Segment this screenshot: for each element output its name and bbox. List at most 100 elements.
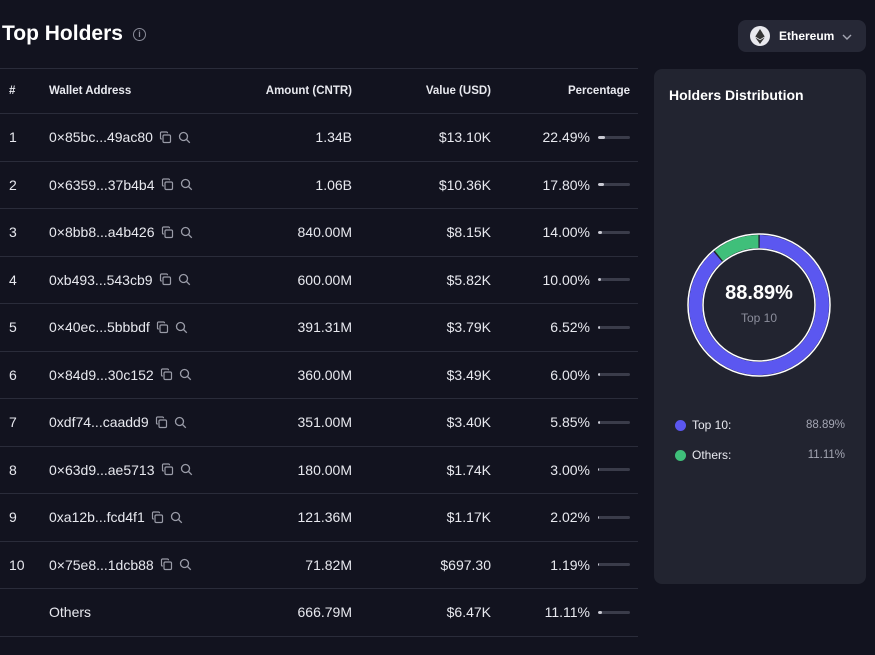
percentage-bar bbox=[598, 373, 630, 377]
address-cell: 0×75e8...1dcb88 bbox=[49, 541, 235, 589]
percentage-text: 1.19% bbox=[550, 556, 590, 573]
percentage-cell: 2.02% bbox=[491, 493, 638, 542]
address-cell: 0×8bb8...a4b426 bbox=[49, 208, 235, 257]
donut-segment-top10 bbox=[689, 235, 829, 375]
rank-cell: 4 bbox=[0, 256, 49, 304]
copy-icon[interactable] bbox=[155, 416, 168, 429]
donut-center: 88.89% Top 10 bbox=[682, 228, 836, 382]
copy-icon[interactable] bbox=[159, 131, 172, 144]
percentage-bar bbox=[598, 420, 630, 424]
donut-inner-ring bbox=[702, 248, 816, 362]
wallet-address[interactable]: 0xb493...543cb9 bbox=[49, 271, 153, 288]
percentage-text: 11.11% bbox=[544, 604, 590, 621]
address-cell: 0xa12b...fcd4f1 bbox=[49, 493, 235, 542]
copy-icon[interactable] bbox=[161, 463, 174, 476]
legend-item-others: Others: 11.11% bbox=[675, 448, 845, 462]
chain-selector-dropdown[interactable]: Ethereum bbox=[738, 20, 866, 52]
table-row: 3 0×8bb8...a4b426 840.00M $8.15K 14.00% bbox=[0, 208, 638, 257]
wallet-address[interactable]: 0×75e8...1dcb88 bbox=[49, 556, 154, 573]
page-title: Top Holders i bbox=[2, 22, 146, 46]
percentage-bar bbox=[598, 183, 630, 187]
donut-outer-ring bbox=[687, 233, 831, 377]
wallet-address: Others bbox=[49, 604, 92, 621]
search-icon[interactable] bbox=[174, 416, 187, 429]
table-row: 10 0×75e8...1dcb88 71.82M $697.30 1.19% bbox=[0, 541, 638, 589]
address-cell: 0×40ec...5bbbdf bbox=[49, 303, 235, 352]
rank-cell: 1 bbox=[0, 113, 49, 162]
amount-cell: 180.00M bbox=[235, 446, 352, 494]
table-row: 6 0×84d9...30c152 360.00M $3.49K 6.00% bbox=[0, 351, 638, 399]
wallet-address[interactable]: 0×63d9...ae5713 bbox=[49, 461, 155, 478]
search-icon[interactable] bbox=[179, 558, 192, 571]
percentage-bar bbox=[598, 278, 630, 282]
rank-cell: 8 bbox=[0, 446, 49, 494]
percentage-bar-fill bbox=[598, 468, 599, 472]
search-icon[interactable] bbox=[170, 511, 183, 524]
copy-icon[interactable] bbox=[160, 558, 173, 571]
amount-cell: 71.82M bbox=[235, 541, 352, 589]
amount-cell: 391.31M bbox=[235, 303, 352, 352]
percentage-text: 10.00% bbox=[542, 271, 590, 288]
value-cell: $10.36K bbox=[352, 161, 491, 209]
search-icon[interactable] bbox=[175, 321, 188, 334]
percentage-cell: 17.80% bbox=[491, 161, 638, 209]
percentage-cell: 6.52% bbox=[491, 303, 638, 352]
percentage-text: 22.49% bbox=[542, 129, 590, 146]
percentage-bar bbox=[598, 230, 630, 234]
percentage-bar-fill bbox=[598, 563, 599, 567]
copy-icon[interactable] bbox=[151, 511, 164, 524]
ethereum-icon bbox=[750, 26, 770, 46]
distribution-title: Holders Distribution bbox=[669, 87, 804, 103]
wallet-address[interactable]: 0xa12b...fcd4f1 bbox=[49, 509, 145, 526]
percentage-bar bbox=[598, 135, 630, 139]
copy-icon[interactable] bbox=[159, 273, 172, 286]
wallet-address[interactable]: 0×85bc...49ac80 bbox=[49, 129, 153, 146]
column-header-rank: # bbox=[0, 68, 49, 114]
value-cell: $3.79K bbox=[352, 303, 491, 352]
wallet-address[interactable]: 0×8bb8...a4b426 bbox=[49, 224, 155, 241]
table-header-row: # Wallet Address Amount (CNTR) Value (US… bbox=[0, 68, 638, 114]
table-row: 2 0×6359...37b4b4 1.06B $10.36K 17.80% bbox=[0, 161, 638, 209]
amount-cell: 360.00M bbox=[235, 351, 352, 399]
rank-cell: 2 bbox=[0, 161, 49, 209]
search-icon[interactable] bbox=[178, 131, 191, 144]
percentage-text: 3.00% bbox=[550, 461, 590, 478]
wallet-address[interactable]: 0×84d9...30c152 bbox=[49, 366, 154, 383]
percentage-cell: 22.49% bbox=[491, 113, 638, 162]
percentage-text: 6.52% bbox=[550, 319, 590, 336]
value-cell: $8.15K bbox=[352, 208, 491, 257]
percentage-cell: 3.00% bbox=[491, 446, 638, 494]
wallet-address[interactable]: 0×40ec...5bbbdf bbox=[49, 319, 150, 336]
search-icon[interactable] bbox=[178, 273, 191, 286]
rank-cell: 7 bbox=[0, 398, 49, 447]
search-icon[interactable] bbox=[180, 463, 193, 476]
chain-selector-label: Ethereum bbox=[779, 29, 835, 43]
percentage-bar bbox=[598, 610, 630, 614]
copy-icon[interactable] bbox=[161, 226, 174, 239]
table-row-others: Others 666.79M $6.47K 11.11% bbox=[0, 588, 638, 637]
copy-icon[interactable] bbox=[161, 178, 174, 191]
address-cell: 0xb493...543cb9 bbox=[49, 256, 235, 304]
percentage-text: 5.85% bbox=[550, 414, 590, 431]
amount-cell: 1.34B bbox=[235, 113, 352, 162]
search-icon[interactable] bbox=[180, 226, 193, 239]
info-icon[interactable]: i bbox=[132, 27, 146, 41]
holders-table: # Wallet Address Amount (CNTR) Value (US… bbox=[0, 68, 638, 637]
rank-cell: 6 bbox=[0, 351, 49, 399]
value-cell: $13.10K bbox=[352, 113, 491, 162]
value-cell: $3.40K bbox=[352, 398, 491, 447]
rank-cell: 9 bbox=[0, 493, 49, 542]
amount-cell: 121.36M bbox=[235, 493, 352, 542]
column-header-address: Wallet Address bbox=[49, 68, 235, 114]
wallet-address[interactable]: 0×6359...37b4b4 bbox=[49, 176, 155, 193]
value-cell: $1.74K bbox=[352, 446, 491, 494]
rank-cell: 10 bbox=[0, 541, 49, 589]
column-header-value: Value (USD) bbox=[352, 68, 491, 114]
search-icon[interactable] bbox=[179, 368, 192, 381]
copy-icon[interactable] bbox=[160, 368, 173, 381]
wallet-address[interactable]: 0xdf74...caadd9 bbox=[49, 414, 149, 431]
copy-icon[interactable] bbox=[156, 321, 169, 334]
search-icon[interactable] bbox=[180, 178, 193, 191]
percentage-bar-fill bbox=[598, 373, 600, 377]
value-cell: $3.49K bbox=[352, 351, 491, 399]
